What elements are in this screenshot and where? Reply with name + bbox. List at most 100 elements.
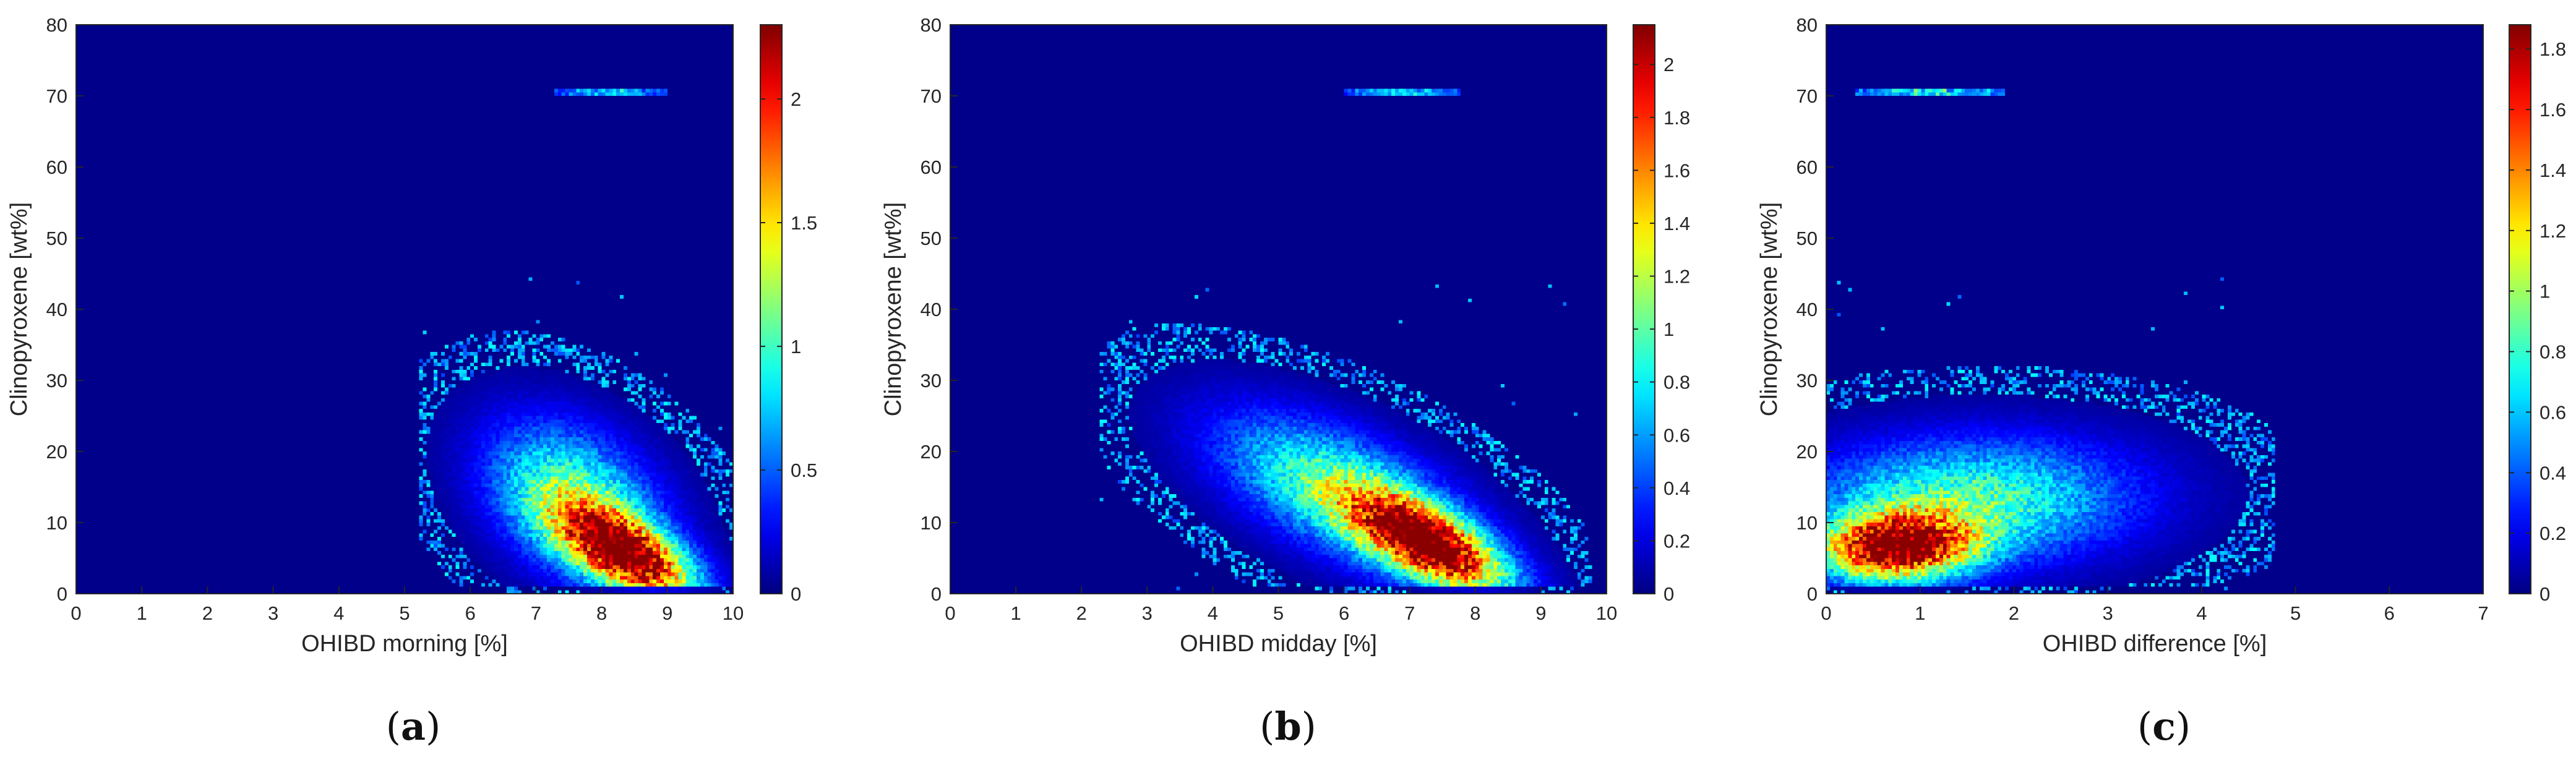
x-tick-label: 1 — [1915, 602, 1925, 624]
x-tick-label: 4 — [333, 602, 344, 624]
y-tick-label: 10 — [921, 512, 942, 534]
x-tick-label: 5 — [399, 602, 410, 624]
colorbar-tick-label: 0.4 — [2540, 462, 2566, 484]
y-tick-label: 20 — [921, 441, 942, 463]
y-tick-label: 80 — [1797, 14, 1818, 36]
x-tick-label: 1 — [1010, 602, 1021, 624]
colorbar-tick-label: 0.6 — [1664, 424, 1690, 446]
y-tick-label: 80 — [921, 14, 942, 36]
panel-letter: b — [1274, 704, 1301, 749]
x-tick-label: 8 — [1470, 602, 1480, 624]
colorbar-tick-label: 0 — [1664, 583, 1674, 605]
y-tick-label: 80 — [46, 14, 67, 36]
colorbar-tick-label: 2 — [791, 88, 801, 110]
x-tick-label: 0 — [945, 602, 955, 624]
x-tick-label: 2 — [202, 602, 213, 624]
colorbar-tick-label: 0.2 — [1664, 530, 1690, 552]
colorbar-tick-label: 1.8 — [1664, 107, 1690, 129]
y-tick-label: 0 — [57, 583, 67, 605]
colorbar-tick-label: 1 — [791, 336, 801, 357]
heatmap-image — [76, 25, 733, 594]
x-tick-label: 3 — [268, 602, 278, 624]
x-tick-label: 10 — [1596, 602, 1617, 624]
y-tick-label: 60 — [46, 156, 67, 178]
colorbar-tick-label: 1.4 — [1664, 213, 1690, 234]
y-tick-label: 50 — [1797, 228, 1818, 249]
y-tick-label: 60 — [921, 156, 942, 178]
y-tick-label: 40 — [46, 299, 67, 320]
x-tick-label: 6 — [1339, 602, 1349, 624]
x-tick-label: 5 — [2290, 602, 2301, 624]
colorbar-tick-label: 1.4 — [2540, 160, 2566, 181]
y-tick-label: 70 — [921, 85, 942, 107]
x-tick-label: 0 — [71, 602, 81, 624]
y-tick-label: 10 — [1797, 512, 1818, 534]
colorbar-tick-label: 1.8 — [2540, 38, 2566, 60]
x-axis-label: OHIBD morning [%] — [301, 631, 508, 657]
x-tick-label: 4 — [1208, 602, 1218, 624]
colorbar-tick-label: 0 — [791, 583, 801, 605]
colorbar-tick-label: 1.6 — [1664, 160, 1690, 181]
panel-label: (a) — [386, 704, 441, 749]
colorbar-tick-label: 0.8 — [2540, 341, 2566, 363]
x-axis-label: OHIBD midday [%] — [1180, 631, 1377, 657]
y-axis-label: Clinopyroxene [wt%] — [6, 202, 32, 416]
colorbar-tick-label: 0.5 — [791, 460, 817, 481]
x-tick-label: 2 — [2009, 602, 2019, 624]
y-tick-label: 50 — [46, 228, 67, 249]
colorbar-tick-label: 1.2 — [2540, 220, 2566, 242]
y-tick-label: 10 — [46, 512, 67, 534]
y-tick-label: 30 — [921, 370, 942, 391]
y-tick-label: 0 — [1807, 583, 1818, 605]
heatmap-image — [950, 25, 1607, 594]
colorbar-tick-label: 1.5 — [791, 212, 817, 234]
colorbar-tick-label: 0.8 — [1664, 372, 1690, 393]
x-tick-label: 3 — [1142, 602, 1153, 624]
x-tick-label: 7 — [531, 602, 541, 624]
colorbar-tick-label: 1 — [2540, 281, 2550, 302]
y-tick-label: 20 — [1797, 441, 1818, 463]
y-tick-label: 30 — [46, 370, 67, 391]
colorbar-tick-label: 1 — [1664, 319, 1674, 340]
y-axis-label: Clinopyroxene [wt%] — [1756, 202, 1782, 416]
y-tick-label: 70 — [46, 85, 67, 107]
x-tick-label: 4 — [2196, 602, 2207, 624]
y-tick-label: 30 — [1797, 370, 1818, 391]
panel-letter: a — [401, 704, 426, 749]
colorbar-tick-label: 0 — [2540, 583, 2550, 605]
x-tick-label: 9 — [662, 602, 672, 624]
x-tick-label: 0 — [1821, 602, 1831, 624]
colorbar-tick-label: 1.6 — [2540, 99, 2566, 121]
colorbar-tick-label: 1.2 — [1664, 266, 1690, 288]
x-tick-label: 1 — [137, 602, 147, 624]
x-axis-label: OHIBD difference [%] — [2043, 631, 2267, 657]
panel-label: (b) — [1260, 704, 1316, 749]
panel-label: (c) — [2137, 704, 2191, 749]
y-tick-label: 40 — [921, 299, 942, 320]
y-tick-label: 60 — [1797, 156, 1818, 178]
x-tick-label: 7 — [2478, 602, 2488, 624]
panel-letter: c — [2152, 704, 2176, 749]
x-tick-label: 3 — [2103, 602, 2113, 624]
y-tick-label: 70 — [1797, 85, 1818, 107]
y-tick-label: 50 — [921, 228, 942, 249]
colorbar — [760, 24, 783, 594]
heatmap-image — [1826, 25, 2483, 594]
x-tick-label: 6 — [2384, 602, 2395, 624]
colorbar-tick-label: 2 — [1664, 54, 1674, 75]
x-tick-label: 2 — [1076, 602, 1087, 624]
y-axis-label: Clinopyroxene [wt%] — [880, 202, 906, 416]
y-tick-label: 0 — [931, 583, 942, 605]
x-tick-label: 7 — [1404, 602, 1415, 624]
x-tick-label: 5 — [1273, 602, 1284, 624]
x-tick-label: 6 — [465, 602, 476, 624]
colorbar-tick-label: 0.2 — [2540, 523, 2566, 544]
x-tick-label: 9 — [1535, 602, 1546, 624]
y-tick-label: 40 — [1797, 299, 1818, 320]
x-tick-label: 8 — [596, 602, 607, 624]
colorbar — [2509, 24, 2531, 594]
